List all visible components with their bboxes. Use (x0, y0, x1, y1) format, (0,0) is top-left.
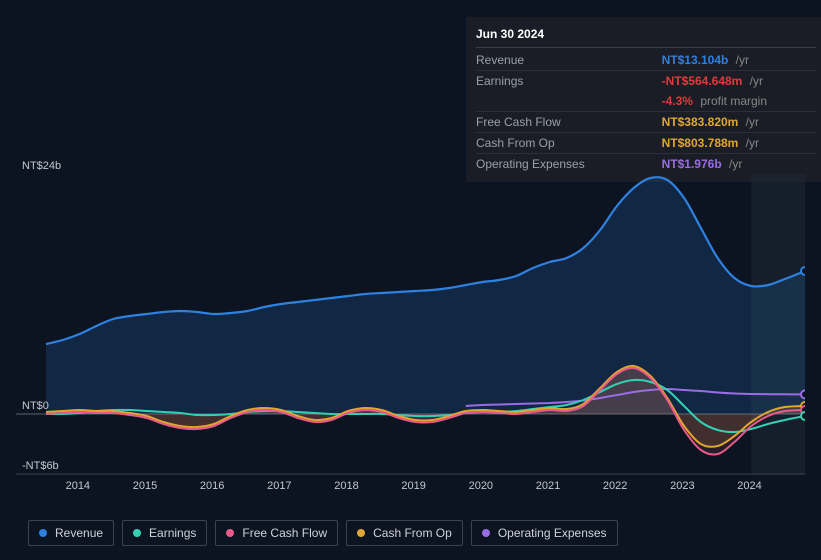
x-axis-label: 2016 (200, 480, 224, 492)
legend-dot-icon (133, 529, 141, 537)
x-axis-label: 2022 (603, 480, 627, 492)
x-axis-label: 2017 (267, 480, 291, 492)
series-fill-revenue (46, 177, 805, 414)
legend-label: Free Cash Flow (242, 526, 327, 540)
legend-dot-icon (226, 529, 234, 537)
legend-item-earnings[interactable]: Earnings (122, 520, 207, 546)
legend-label: Earnings (149, 526, 196, 540)
chart-container: Jun 30 2024 RevenueNT$13.104b /yrEarning… (0, 0, 821, 560)
legend-label: Operating Expenses (498, 526, 607, 540)
legend-label: Cash From Op (373, 526, 452, 540)
chart-svg (16, 160, 805, 480)
y-axis-label: NT$24b (22, 160, 61, 172)
x-axis-label: 2019 (401, 480, 425, 492)
legend-item-cfo[interactable]: Cash From Op (346, 520, 463, 546)
chart-plot-area[interactable] (16, 160, 805, 480)
chart-tooltip: Jun 30 2024 RevenueNT$13.104b /yrEarning… (466, 17, 821, 182)
tooltip-row-label: Earnings (476, 71, 662, 92)
legend-item-opex[interactable]: Operating Expenses (471, 520, 618, 546)
x-axis-label: 2024 (737, 480, 761, 492)
legend: Revenue Earnings Free Cash Flow Cash From O… (28, 520, 618, 546)
legend-item-revenue[interactable]: Revenue (28, 520, 114, 546)
tooltip-table: RevenueNT$13.104b /yrEarnings-NT$564.648… (476, 50, 816, 174)
tooltip-row-label: Cash From Op (476, 133, 662, 154)
legend-dot-icon (357, 529, 365, 537)
x-axis-label: 2023 (670, 480, 694, 492)
tooltip-row-label: Free Cash Flow (476, 112, 662, 133)
legend-item-fcf[interactable]: Free Cash Flow (215, 520, 338, 546)
tooltip-row-label: Revenue (476, 50, 662, 71)
end-marker-opex (801, 390, 805, 398)
tooltip-row-value: -NT$564.648m /yr (662, 71, 816, 92)
tooltip-row-value: NT$803.788m /yr (662, 133, 816, 154)
tooltip-row-value: NT$383.820m /yr (662, 112, 816, 133)
end-marker-earnings (801, 412, 805, 420)
tooltip-row-label (476, 91, 662, 112)
x-axis-label: 2015 (133, 480, 157, 492)
legend-label: Revenue (55, 526, 103, 540)
end-marker-revenue (801, 267, 805, 275)
x-axis-label: 2021 (536, 480, 560, 492)
y-axis-label: -NT$6b (22, 460, 59, 472)
tooltip-row-value: NT$13.104b /yr (662, 50, 816, 71)
legend-dot-icon (39, 529, 47, 537)
x-axis-label: 2014 (66, 480, 90, 492)
y-axis-label: NT$0 (22, 400, 49, 412)
tooltip-date: Jun 30 2024 (476, 25, 816, 48)
x-axis-label: 2020 (469, 480, 493, 492)
x-axis-label: 2018 (334, 480, 358, 492)
legend-dot-icon (482, 529, 490, 537)
tooltip-row-value: -4.3% profit margin (662, 91, 816, 112)
